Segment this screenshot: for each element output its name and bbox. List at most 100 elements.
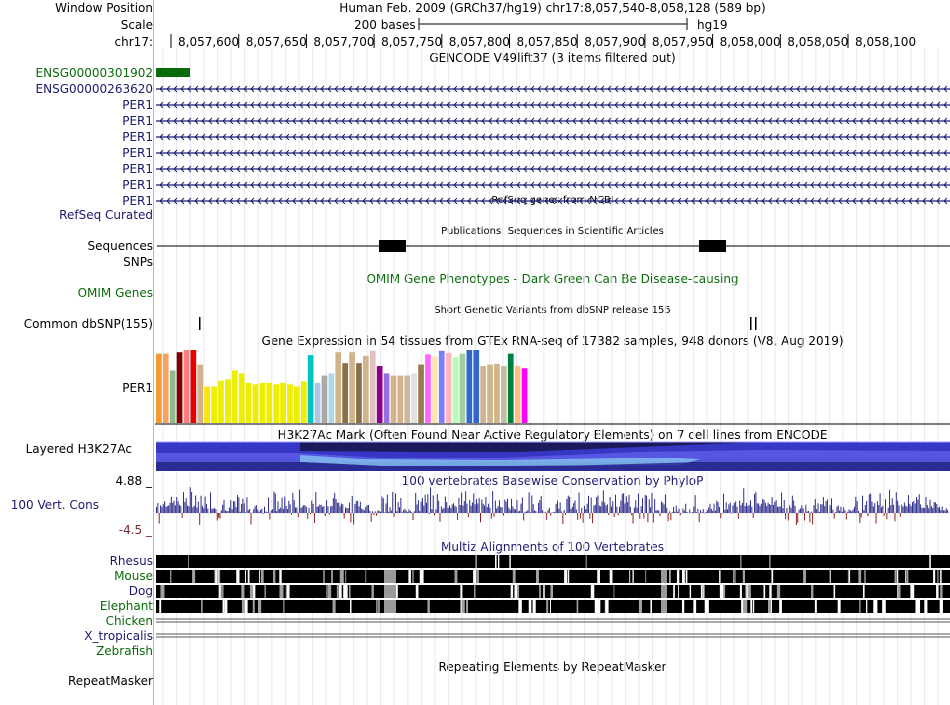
conservation-positive — [448, 505, 450, 513]
conservation-positive — [829, 505, 831, 513]
conservation-positive — [876, 501, 878, 513]
conservation-positive — [330, 506, 332, 513]
conservation-positive — [887, 507, 889, 513]
conservation-positive — [770, 504, 772, 513]
conservation-positive — [266, 512, 268, 513]
refseq-track-label[interactable]: RefSeq Curated — [59, 208, 153, 222]
multiz-species-label[interactable]: Zebrafish — [96, 644, 153, 658]
alignment-gap — [771, 570, 774, 583]
ruler-tick-label: 8,057,650 — [246, 35, 307, 49]
conservation-positive — [466, 503, 468, 513]
base-position-ruler: 8,057,600 8,057,650 8,057,700 8,057,750 8,05… — [170, 34, 916, 49]
alignment-gap — [910, 585, 913, 598]
conservation-positive — [712, 510, 714, 513]
conservation-positive — [552, 512, 554, 513]
conservation-track-label[interactable]: 100 Vert. Cons — [10, 498, 99, 512]
chrom-label: chr17: — [114, 35, 153, 49]
conservation-negative — [617, 513, 619, 516]
gencode-gene-label[interactable]: PER1 — [122, 130, 153, 144]
multiz-species-label[interactable]: Dog — [128, 584, 153, 598]
conservation-positive — [363, 510, 365, 513]
conservation-positive — [917, 499, 919, 513]
conservation-negative — [883, 513, 885, 516]
dbsnp-track-label[interactable]: Common dbSNP(155) — [23, 317, 153, 331]
gencode-gene-label[interactable]: PER1 — [122, 146, 153, 160]
conservation-negative — [269, 513, 271, 520]
gtex-gene-label[interactable]: PER1 — [122, 381, 153, 395]
conservation-positive — [760, 503, 762, 513]
conservation-negative — [493, 513, 495, 517]
conservation-negative — [875, 513, 877, 524]
dbsnp-track-title: Short Genetic Variants from dbSNP releas… — [434, 305, 671, 316]
omim-track-title: OMIM Gene Phenotypes - Dark Green Can Be… — [366, 272, 739, 286]
conservation-positive — [669, 511, 670, 513]
conservation-positive — [508, 507, 510, 513]
alignment-gap — [345, 570, 347, 583]
conservation-positive — [226, 511, 228, 513]
conservation-positive — [831, 498, 832, 513]
conservation-positive — [571, 506, 573, 513]
conservation-positive — [485, 497, 487, 513]
conservation-positive — [305, 506, 307, 513]
alignment-gap — [286, 585, 290, 598]
conservation-negative — [809, 513, 811, 523]
snps-track-label[interactable]: SNPs — [123, 255, 153, 269]
scale-bases-text: 200 bases — [354, 18, 416, 32]
gencode-gene-label[interactable]: PER1 — [122, 98, 153, 112]
multiz-species-label[interactable]: Chicken — [105, 614, 153, 628]
conservation-negative — [313, 513, 315, 524]
alignment-gap — [769, 555, 771, 568]
gencode-gene-label[interactable]: PER1 — [122, 194, 153, 208]
h3k27ac-track-label[interactable]: Layered H3K27Ac — [25, 442, 132, 456]
conservation-positive — [515, 509, 517, 513]
conservation-positive — [891, 498, 893, 513]
conservation-positive — [673, 506, 675, 513]
gencode-gene-label[interactable]: ENSG00000263620 — [35, 82, 153, 96]
conservation-positive — [519, 510, 521, 513]
conservation-positive — [633, 507, 635, 513]
repeatmasker-track-label[interactable]: RepeatMasker — [67, 674, 153, 688]
conservation-positive — [932, 507, 934, 513]
conservation-positive — [377, 510, 379, 513]
publications-track-label[interactable]: Sequences — [87, 239, 153, 253]
conservation-positive — [176, 497, 178, 513]
alignment-gap — [645, 570, 647, 583]
conservation-positive — [431, 509, 433, 513]
conservation-positive — [778, 506, 780, 513]
conservation-negative — [328, 513, 330, 515]
conservation-negative — [562, 513, 564, 525]
multiz-species-label[interactable]: Rhesus — [109, 554, 153, 568]
conservation-positive — [362, 509, 364, 513]
conservation-positive — [430, 487, 432, 513]
conservation-positive — [239, 511, 241, 513]
conservation-positive — [454, 505, 456, 513]
multiz-species-label[interactable]: X_tropicalis — [84, 629, 153, 643]
alignment-gap — [753, 600, 755, 613]
gencode-gene-label[interactable]: PER1 — [122, 162, 153, 176]
conservation-positive — [521, 497, 523, 513]
conservation-positive — [574, 500, 576, 513]
conservation-negative — [490, 513, 492, 519]
conservation-positive — [366, 505, 368, 513]
strand-arrows — [159, 165, 948, 173]
conservation-positive — [601, 501, 603, 513]
conservation-positive — [187, 505, 189, 513]
multiz-species-label[interactable]: Mouse — [114, 569, 153, 583]
gencode-gene-label[interactable]: PER1 — [122, 114, 153, 128]
gencode-gene-label[interactable]: PER1 — [122, 178, 153, 192]
alignment-gap — [497, 555, 500, 568]
conservation-positive — [524, 511, 526, 513]
conservation-positive — [432, 495, 434, 513]
alignment-gap — [384, 585, 396, 598]
gtex-tissue-bar — [459, 353, 466, 423]
gencode-gene-label[interactable]: ENSG00000301902 — [35, 66, 153, 80]
conservation-positive — [416, 504, 418, 513]
alignment-gap — [768, 600, 772, 613]
gtex-tissue-bar — [204, 386, 210, 423]
conservation-positive — [497, 506, 499, 513]
omim-track-label[interactable]: OMIM Genes — [77, 286, 153, 300]
multiz-species-label[interactable]: Elephant — [99, 599, 153, 613]
conservation-positive — [183, 492, 184, 513]
alignment-gap — [905, 570, 907, 583]
